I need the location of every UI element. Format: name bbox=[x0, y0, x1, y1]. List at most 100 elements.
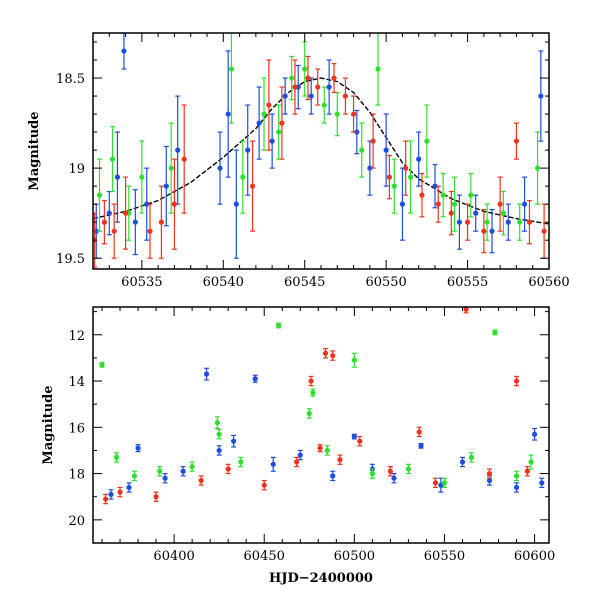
data-point bbox=[250, 140, 256, 232]
data-point bbox=[459, 456, 466, 468]
x-tick-label: 60550 bbox=[424, 549, 465, 564]
data-point bbox=[289, 55, 295, 101]
data-point bbox=[435, 185, 441, 223]
data-point bbox=[276, 104, 282, 160]
top-plot-area bbox=[93, 33, 549, 268]
data-point bbox=[416, 131, 422, 187]
data-point bbox=[282, 77, 288, 115]
data-point bbox=[505, 203, 511, 241]
top-panel: 60535 60540 60545 60550 60555 60560 18.5 19 19.5… bbox=[27, 32, 570, 290]
x-tick-label: 60600 bbox=[514, 549, 555, 564]
data-point bbox=[122, 176, 129, 250]
data-point bbox=[302, 41, 308, 97]
top-axis-ticks: 60535 60540 60545 60550 60555 60560 18.5 19 19.5 bbox=[56, 33, 570, 290]
data-point bbox=[230, 434, 237, 448]
data-point bbox=[419, 172, 425, 218]
data-point bbox=[492, 329, 498, 336]
data-point bbox=[214, 416, 220, 430]
data-point bbox=[308, 375, 314, 387]
data-point bbox=[513, 375, 520, 387]
data-point bbox=[306, 408, 312, 419]
data-point bbox=[103, 493, 109, 505]
x-tick-label: 60560 bbox=[528, 275, 569, 290]
data-point bbox=[153, 491, 159, 502]
data-point bbox=[517, 203, 523, 241]
data-point bbox=[181, 104, 187, 214]
data-point bbox=[198, 475, 204, 486]
data-point bbox=[108, 489, 114, 500]
data-point bbox=[261, 77, 267, 151]
data-point bbox=[238, 456, 244, 468]
y-tick-label: 19 bbox=[68, 162, 85, 177]
data-point bbox=[276, 322, 282, 329]
data-point bbox=[521, 176, 528, 232]
x-tick-label: 60545 bbox=[284, 275, 325, 290]
bottom-panel-frame bbox=[92, 306, 550, 544]
data-point bbox=[513, 470, 520, 482]
data-point bbox=[351, 352, 357, 368]
data-point bbox=[440, 172, 446, 218]
data-point bbox=[407, 140, 414, 214]
x-tick-label: 60555 bbox=[447, 275, 488, 290]
data-point bbox=[405, 463, 412, 475]
data-point bbox=[438, 477, 444, 493]
data-point bbox=[96, 158, 103, 232]
data-point bbox=[139, 140, 145, 214]
data-point bbox=[297, 449, 303, 461]
data-point bbox=[334, 91, 340, 137]
data-point bbox=[484, 203, 490, 241]
data-point bbox=[261, 479, 267, 491]
bottom-axis-ticks: 60400 60450 60500 60550 60600 12 14 16 18 20 bbox=[68, 307, 555, 564]
y-tick-label: 20 bbox=[68, 514, 85, 529]
data-point bbox=[233, 149, 239, 259]
data-point bbox=[180, 466, 186, 477]
data-point bbox=[245, 104, 251, 196]
data-point bbox=[541, 203, 547, 259]
data-point bbox=[157, 466, 163, 477]
data-point bbox=[524, 466, 530, 477]
data-point bbox=[468, 452, 475, 463]
data-point bbox=[330, 350, 336, 361]
data-point bbox=[228, 33, 235, 124]
y-tick-label: 12 bbox=[68, 329, 85, 344]
data-point bbox=[464, 203, 471, 241]
data-point bbox=[168, 122, 174, 214]
data-point bbox=[305, 55, 311, 101]
data-point bbox=[269, 113, 275, 169]
data-point bbox=[486, 468, 493, 479]
data-point bbox=[463, 307, 469, 314]
data-point bbox=[315, 68, 321, 106]
x-tick-label: 60450 bbox=[244, 549, 285, 564]
data-point bbox=[497, 176, 503, 232]
data-point bbox=[399, 167, 406, 241]
y-tick-label: 18.5 bbox=[56, 72, 85, 87]
data-point bbox=[101, 199, 107, 245]
data-point bbox=[270, 456, 276, 472]
data-point bbox=[350, 95, 357, 133]
data-point bbox=[294, 456, 300, 468]
data-point bbox=[359, 122, 365, 178]
data-point bbox=[111, 203, 117, 259]
data-point bbox=[189, 461, 195, 472]
bottom-y-axis-label: Magnitude bbox=[41, 385, 56, 464]
bottom-panel: 60400 60450 60500 60550 60600 12 14 16 18 20 Magn… bbox=[41, 306, 555, 586]
data-point bbox=[539, 477, 545, 489]
data-point bbox=[326, 59, 332, 115]
data-point bbox=[403, 140, 409, 196]
bottom-plot-area bbox=[99, 307, 545, 505]
data-point bbox=[526, 199, 533, 245]
data-point bbox=[106, 190, 112, 236]
data-point bbox=[481, 208, 487, 254]
data-point bbox=[117, 486, 123, 498]
x-tick-label: 60400 bbox=[153, 549, 194, 564]
data-point bbox=[351, 433, 357, 440]
data-point bbox=[256, 86, 262, 160]
data-point bbox=[528, 454, 534, 470]
data-point bbox=[424, 104, 430, 178]
data-point bbox=[163, 145, 169, 227]
data-point bbox=[441, 477, 448, 489]
data-point bbox=[135, 444, 141, 453]
x-tick-label: 60535 bbox=[121, 275, 162, 290]
data-point bbox=[279, 86, 285, 160]
